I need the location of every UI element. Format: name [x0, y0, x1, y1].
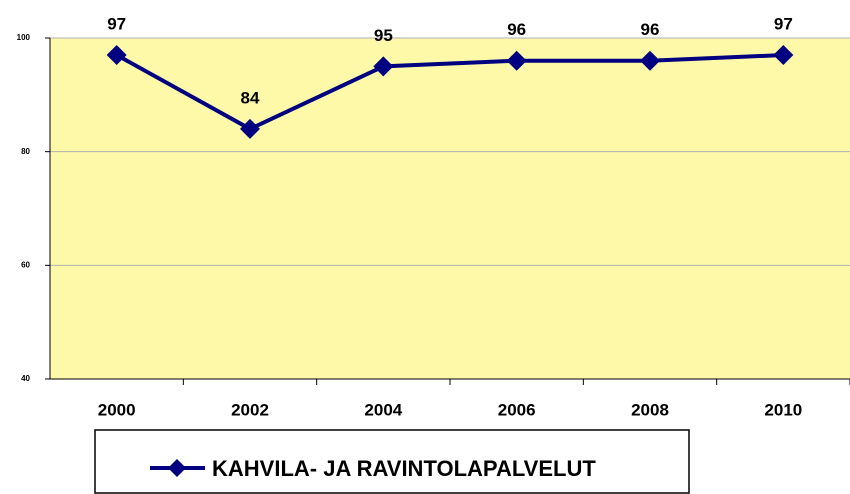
data-label: 95	[374, 26, 393, 45]
y-tick-label: 100	[17, 33, 31, 42]
data-label: 96	[507, 20, 526, 39]
legend-box	[94, 429, 690, 494]
data-label: 97	[107, 15, 126, 34]
marker	[373, 56, 394, 77]
plot-area	[50, 38, 850, 379]
marker	[506, 50, 527, 71]
data-label: 84	[241, 88, 260, 107]
x-tick-label: 2002	[231, 400, 269, 419]
legend-label: KAHVILA- JA RAVINTOLAPALVELUT	[212, 456, 596, 481]
data-label: 96	[641, 20, 660, 39]
marker	[106, 45, 127, 66]
data-label: 97	[774, 15, 793, 34]
x-tick-label: 2004	[364, 400, 402, 419]
marker	[640, 50, 660, 71]
legend-marker	[168, 459, 186, 477]
y-tick-label: 40	[21, 374, 30, 383]
marker	[773, 45, 794, 66]
line	[115, 53, 784, 132]
y-tick-label: 80	[21, 147, 30, 156]
x-tick-label: 2008	[631, 400, 669, 419]
x-tick-label: 2006	[498, 400, 536, 419]
x-tick-label: 2010	[764, 400, 802, 419]
y-tick-label: 60	[21, 260, 30, 269]
marker	[240, 118, 260, 139]
x-tick-label: 2000	[98, 400, 136, 419]
